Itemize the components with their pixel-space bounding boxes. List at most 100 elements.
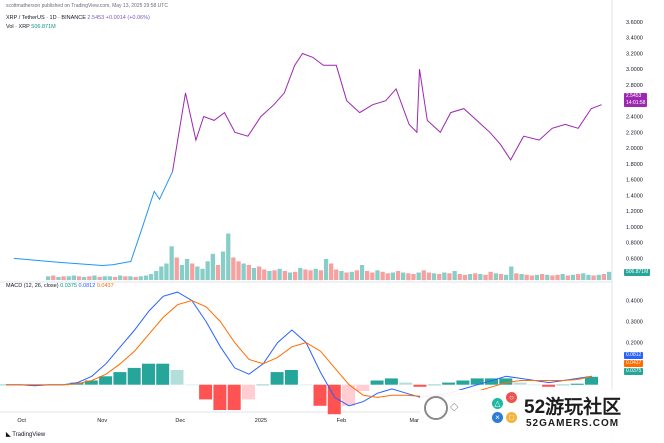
macd-histogram-bar [342, 384, 355, 406]
volume-bar [591, 275, 596, 280]
volume-bar [421, 270, 426, 281]
price-axis-tick: 2.0000 [626, 146, 643, 152]
volume-bar [349, 271, 354, 281]
macd-line [6, 291, 593, 407]
volume-bar [540, 274, 545, 280]
macd-histogram-bar [313, 384, 327, 406]
volume-bar [308, 270, 313, 281]
watermark: ◇ △ ○ × □ 52游玩社区 52GAMERS.COM [420, 390, 664, 443]
macd-histogram-bar [456, 380, 470, 385]
volume-bar [570, 274, 576, 281]
macd-histogram-bar [527, 384, 541, 386]
hist-badge: 0.0375 [624, 368, 644, 375]
volume-bar [416, 272, 421, 280]
macd-histogram-bar [27, 384, 41, 386]
volume-bar [411, 274, 416, 280]
volume-bar [262, 269, 267, 280]
volume-bar [133, 277, 138, 280]
volume-bar [87, 276, 92, 281]
price-axis-tick: 2.2000 [626, 130, 643, 136]
macd-histogram-bar [84, 380, 98, 385]
volume-bar [596, 274, 601, 281]
volume-bar [287, 272, 293, 280]
volume-bar [148, 274, 154, 280]
price-axis-tick: 2.4000 [626, 115, 643, 121]
volume-bar [581, 273, 586, 281]
macd-histogram-bar [270, 372, 284, 385]
volume-bar [159, 266, 164, 280]
volume-bar [210, 253, 215, 281]
price-axis-tick: 3.0000 [626, 67, 643, 73]
volume-bar [66, 276, 71, 281]
volume-bar [231, 257, 236, 280]
xaxis-tick: Nov [97, 418, 107, 424]
watermark-logo-icon [424, 396, 448, 420]
volume-bar [370, 272, 375, 280]
volume-bar [313, 268, 318, 281]
volume-value: 506.871M [31, 24, 56, 30]
signal-line-value: 0.0437 [96, 283, 114, 289]
volume-bar [431, 273, 437, 281]
macd-histogram-bar [242, 384, 255, 400]
price-legend: XRP / TetherUS · 1D · BINANCE 2.5453 +0.… [6, 15, 150, 21]
volume-bar [76, 276, 82, 281]
volume-bar [92, 275, 97, 280]
volume-bar [560, 274, 565, 280]
volume-bar [606, 271, 612, 281]
volume-bar [375, 270, 380, 281]
macd-line-value: 0.0812 [78, 283, 96, 289]
volume-bar [236, 261, 241, 281]
macd-histogram-bar [142, 363, 155, 385]
ps-square-icon: □ [506, 412, 517, 423]
volume-bar [251, 268, 257, 280]
volume-bar [272, 270, 277, 281]
volume-bar [123, 276, 128, 281]
volume-bar [509, 266, 514, 280]
watermark-domain: 52GAMERS.COM [526, 418, 620, 429]
volume-bar [334, 269, 339, 280]
volume-bar [524, 274, 529, 281]
volume-bar [365, 271, 370, 280]
volume-label: Vol · XRP [6, 24, 30, 30]
macd-histogram-bar [99, 376, 113, 385]
volume-bar [452, 271, 457, 280]
price-axis-tick: 3.4000 [626, 36, 643, 42]
volume-bar [395, 271, 401, 280]
volume-bar [519, 274, 524, 280]
volume-bar [447, 273, 452, 281]
macd-histogram-bar [427, 384, 441, 386]
volume-bar [174, 257, 179, 280]
volume-bar [344, 272, 349, 280]
volume-bar [437, 274, 442, 280]
tradingview-logo[interactable]: ◣ TradingView [6, 431, 45, 438]
macd-histogram-bar [413, 384, 427, 387]
volume-bar [97, 277, 102, 280]
volume-bar [102, 276, 107, 281]
macd-histogram-bar [227, 384, 241, 410]
macd-histogram-bar [156, 363, 170, 385]
volume-bar [442, 272, 447, 280]
price-axis-tick: 1.0000 [626, 225, 643, 231]
volume-bar [51, 275, 56, 280]
volume-bar [390, 272, 395, 280]
tradingview-icon: ◣ [6, 432, 11, 438]
volume-bar [154, 271, 159, 280]
volume-bar [293, 271, 298, 281]
tradingview-logo-text: TradingView [12, 432, 46, 438]
ohlc-value: 2.5453 [87, 15, 105, 21]
xaxis-tick: Dec [175, 418, 185, 424]
volume-bar [128, 276, 133, 281]
volume-bar [488, 271, 493, 281]
volume-bar [169, 246, 174, 281]
macd-histogram-bar [513, 382, 527, 385]
macd-axis-tick: 0.2000 [626, 341, 643, 347]
volume-bar [143, 275, 149, 280]
macd-legend: MACD (12, 26, close) 0.0375 0.0812 0.043… [6, 283, 114, 289]
volume-bar [71, 275, 76, 280]
price-change: +0.0014 (+0.06%) [105, 15, 150, 21]
volume-bar [200, 268, 205, 281]
volume-bar [138, 276, 143, 281]
volume-badge: 506.871M [624, 269, 651, 276]
volume-bar [586, 274, 591, 281]
